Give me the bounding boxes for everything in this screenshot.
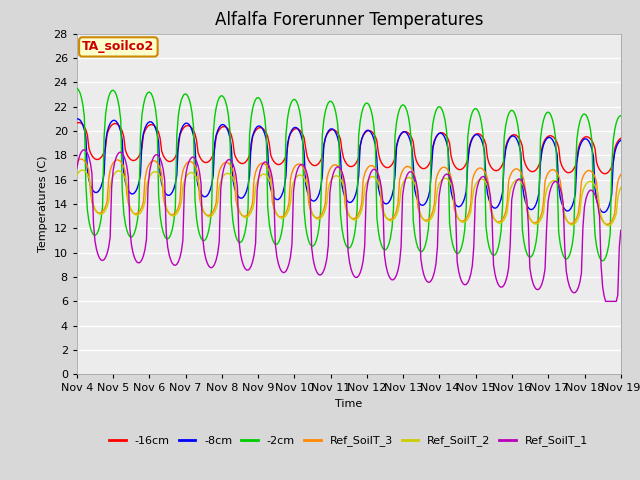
Text: TA_soilco2: TA_soilco2: [82, 40, 154, 53]
Y-axis label: Temperatures (C): Temperatures (C): [38, 156, 48, 252]
Title: Alfalfa Forerunner Temperatures: Alfalfa Forerunner Temperatures: [214, 11, 483, 29]
Legend: -16cm, -8cm, -2cm, Ref_SoilT_3, Ref_SoilT_2, Ref_SoilT_1: -16cm, -8cm, -2cm, Ref_SoilT_3, Ref_Soil…: [105, 431, 593, 451]
X-axis label: Time: Time: [335, 399, 362, 409]
